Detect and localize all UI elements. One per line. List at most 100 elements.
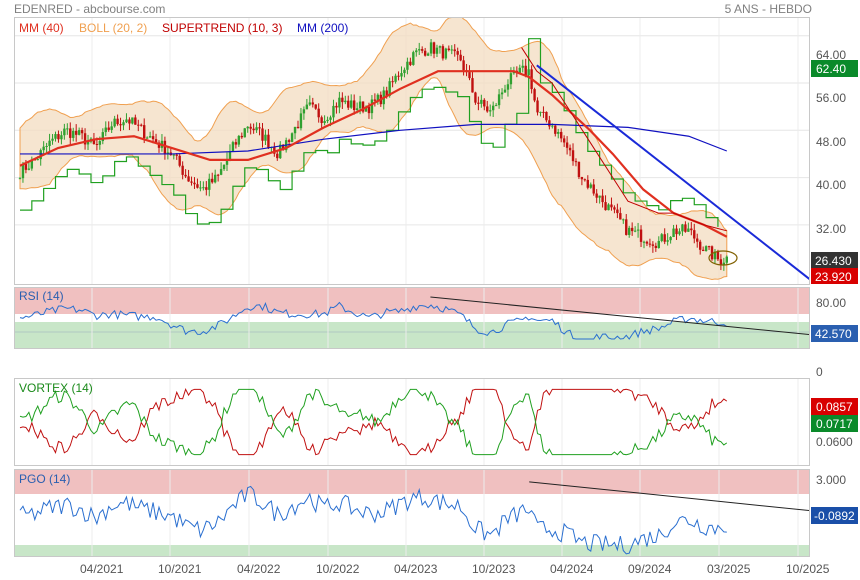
pgo-value-tag: -0.0892: [814, 509, 855, 523]
candle-body: [258, 127, 261, 129]
candle-body: [509, 73, 513, 85]
candle-body: [137, 124, 140, 126]
candle-body: [527, 69, 530, 76]
candle-body: [338, 97, 341, 108]
candle-body: [361, 101, 365, 112]
candle-body: [713, 251, 717, 260]
candle-body: [477, 102, 480, 104]
candle-body: [462, 60, 465, 71]
vortex-panel: [14, 378, 810, 466]
candle-body: [500, 92, 504, 95]
candle-body: [323, 121, 326, 124]
supertrend-line: [20, 38, 719, 227]
candle-body: [663, 234, 666, 242]
rsi-label: RSI (14): [19, 289, 64, 303]
candle-body: [202, 187, 205, 189]
candle-body: [604, 202, 607, 211]
candle-body: [681, 224, 684, 232]
candle-body: [565, 142, 569, 148]
candle-body: [213, 174, 217, 183]
candle-body: [231, 142, 235, 152]
candle-body: [586, 179, 590, 188]
candle-body: [675, 228, 678, 235]
candle-body: [698, 241, 702, 250]
candle-body: [66, 128, 69, 130]
candle-body: [672, 228, 675, 237]
price-tag-stop-bg: [811, 268, 858, 284]
candle-body: [571, 150, 575, 162]
candle-body: [554, 125, 557, 134]
price-tag-high-bg: [811, 60, 858, 77]
candle-body: [613, 207, 616, 210]
candle-body: [30, 159, 34, 169]
candle-body: [391, 81, 394, 83]
legend-ma40: MM (40): [19, 21, 64, 35]
candle-body: [506, 84, 510, 90]
candle-body: [497, 94, 501, 106]
price-tag-last-bg: [811, 252, 858, 268]
price-tick: 40.00: [816, 178, 846, 192]
candle-body: [710, 246, 714, 260]
candle-body: [178, 155, 181, 166]
candle-body: [83, 133, 87, 145]
candle-body: [243, 128, 246, 138]
candle-body: [409, 61, 412, 65]
candle-body: [344, 100, 347, 103]
candle-body: [311, 102, 314, 105]
candle-body: [246, 126, 249, 129]
legend-ma200: MM (200): [297, 21, 348, 35]
candle-body: [690, 228, 693, 231]
candle-body: [636, 229, 640, 231]
vortex-label: VORTEX (14): [19, 381, 93, 395]
candle-body: [122, 122, 125, 126]
candle-body: [491, 105, 495, 111]
candle-body: [208, 178, 211, 190]
candle-body: [669, 236, 672, 241]
candle-body: [279, 144, 282, 159]
candle-body: [418, 49, 421, 51]
candle-body: [199, 187, 202, 189]
candle-body: [36, 159, 39, 161]
candle-body: [63, 128, 66, 136]
candle-body: [716, 251, 720, 260]
candle-body: [684, 224, 687, 232]
price-tick: 56.00: [816, 91, 846, 105]
candle-body: [645, 241, 649, 244]
candle-body: [693, 230, 696, 239]
candle-body: [583, 179, 587, 181]
candle-body: [701, 249, 705, 252]
candle-body: [95, 143, 99, 145]
candle-body: [80, 130, 84, 134]
candle-body: [267, 134, 270, 148]
candle-body: [595, 193, 598, 198]
rsi-oversold-zone: [15, 322, 809, 348]
candle-body: [193, 182, 196, 185]
candle-body: [444, 48, 448, 59]
candle-body: [163, 140, 167, 155]
candle-body: [438, 46, 442, 48]
candle-body: [607, 204, 610, 211]
candle-body: [542, 111, 545, 113]
x-tick: 10/2025: [786, 562, 830, 576]
candle-body: [77, 130, 81, 135]
candle-body: [317, 108, 320, 118]
candle-body: [648, 243, 652, 245]
candle-body: [27, 168, 31, 170]
candle-body: [347, 100, 350, 108]
candle-body: [696, 238, 699, 242]
candle-body: [299, 113, 303, 129]
price-tag-high: 62.40: [816, 62, 846, 76]
candle-body: [335, 105, 338, 108]
candle-body: [86, 141, 90, 145]
candle-body: [184, 174, 187, 177]
candle-body: [145, 137, 149, 139]
price-tick: 32.00: [816, 222, 846, 236]
candle-body: [450, 49, 453, 51]
candle-body: [704, 246, 708, 252]
candle-body: [134, 117, 137, 125]
candle-body: [388, 81, 391, 96]
price-tick: 48.00: [816, 135, 846, 149]
candle-body: [468, 72, 471, 79]
candle-body: [539, 111, 542, 113]
